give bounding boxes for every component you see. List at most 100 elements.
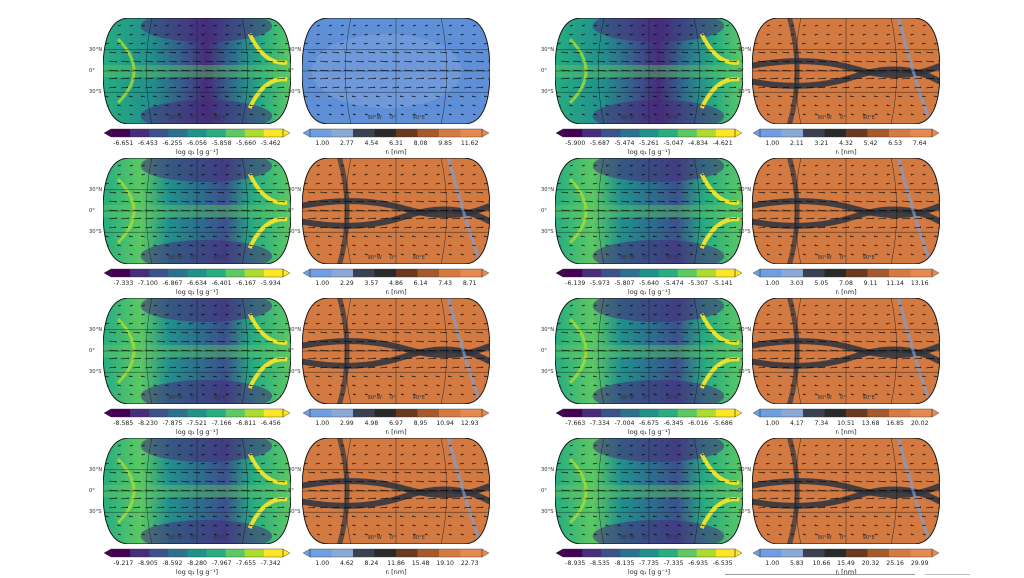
colorbar-tick-label: -5.474 (614, 140, 634, 147)
colorbar-tick-label: 11.14 (886, 280, 904, 287)
colorbar-tick-label: -6.651 (113, 140, 133, 147)
longitude-label: 90°E (863, 535, 875, 541)
colorbar-tick-label: -5.141 (713, 280, 733, 287)
map-field (555, 438, 743, 544)
particle-radius-map-r4-c4 (752, 438, 940, 544)
longitude-label: 0° (643, 395, 649, 401)
longitude-label: 90°W (367, 255, 381, 261)
longitude-label: 90°W (168, 255, 182, 261)
latitude-label: 30°S (288, 369, 301, 375)
latitude-label: 0° (738, 348, 744, 354)
mixing-ratio-colorbar-r4-c1: -9.217-8.905-8.592-8.280-7.967-7.655-7.3… (103, 548, 291, 578)
colorbar-tick-label: 1.00 (315, 560, 329, 567)
colorbar-tick-label: -5.973 (590, 280, 610, 287)
colorbar-label-radius: rₗ [nm] (752, 148, 940, 156)
latitude-label: 30°S (738, 89, 751, 95)
map-field (752, 438, 940, 544)
colorbar-tick-label: 9.11 (864, 280, 878, 287)
colorbar-tick-label: 7.34 (815, 420, 829, 427)
longitude-label: 90°E (214, 115, 226, 121)
colorbar-tick-label: 1.00 (315, 140, 329, 147)
mixing-ratio-colorbar-r1-c1: -6.651-6.453-6.255-6.056-5.858-5.660-5.4… (103, 128, 291, 158)
latitude-label: 30°S (541, 509, 554, 515)
colorbar-tick-label: 19.10 (436, 560, 454, 567)
latitude-label: 30°N (738, 187, 751, 193)
longitude-label: 0° (840, 115, 846, 121)
colorbar-tick-label: 11.86 (387, 560, 405, 567)
longitude-label: 90°E (214, 395, 226, 401)
colorbar-tick-label: -6.453 (138, 140, 158, 147)
mixing-ratio-colorbar-r2-c1: -7.333-7.100-6.867-6.634-6.401-6.167-5.9… (103, 268, 291, 298)
colorbar-tick-label: -7.521 (187, 420, 207, 427)
colorbar-tick-label: -5.807 (614, 280, 634, 287)
colorbar-tick-label: 8.71 (463, 280, 477, 287)
latitude-label: 0° (541, 68, 547, 74)
particle-radius-map-r3-c4 (752, 298, 940, 404)
colorbar-tick-label: 4.62 (340, 560, 354, 567)
map-svg (752, 298, 940, 404)
latitude-label: 30°S (738, 509, 751, 515)
colorbar-tick-label: 8.24 (365, 560, 379, 567)
colorbar-tick-label: 20.02 (911, 420, 929, 427)
colorbar-tick-label: 1.00 (315, 420, 329, 427)
map-svg (103, 298, 291, 404)
colorbar-tick-label: -5.660 (236, 140, 256, 147)
colorbar-tick-label: 4.54 (365, 140, 379, 147)
colorbar-tick-label: 1.00 (765, 560, 779, 567)
colorbar-tick-label: -7.663 (565, 420, 585, 427)
colorbar-tick-label: -6.634 (187, 280, 207, 287)
map-field (103, 298, 291, 404)
latitude-label: 30°N (288, 47, 301, 53)
latitude-label: 30°N (738, 327, 751, 333)
map-svg (752, 438, 940, 544)
colorbar-tick-label: -6.056 (187, 140, 207, 147)
colorbar-tick-label: 4.98 (365, 420, 379, 427)
latitude-label: 30°S (541, 89, 554, 95)
colorbar-tick-label: -8.585 (113, 420, 133, 427)
colorbar-tick-label: -5.687 (590, 140, 610, 147)
colorbar-tick-label: -7.735 (639, 560, 659, 567)
latitude-label: 0° (738, 208, 744, 214)
latitude-label: 30°S (541, 229, 554, 235)
colorbar-tick-label: -8.230 (138, 420, 158, 427)
longitude-label: 90°W (620, 255, 634, 261)
latitude-label: 30°N (89, 327, 102, 333)
latitude-label: 0° (288, 488, 294, 494)
latitude-label: 0° (89, 68, 95, 74)
latitude-label: 0° (541, 488, 547, 494)
particle-radius-map-r2-c4 (752, 158, 940, 264)
mixing-ratio-colorbar-r4-c3: -8.935-8.535-8.135-7.735-7.335-6.935-6.5… (555, 548, 743, 578)
longitude-label: 0° (191, 255, 197, 261)
colorbar-tick-label: -7.333 (113, 280, 133, 287)
map-field (103, 158, 291, 264)
colorbar-tick-label: 8.95 (414, 420, 428, 427)
colorbar-tick-label: -7.335 (664, 560, 684, 567)
longitude-label: 90°E (863, 255, 875, 261)
colorbar-tick-label: -7.655 (236, 560, 256, 567)
mixing-ratio-map-r3-c1 (103, 298, 291, 404)
colorbar-label-mixing-ratio: log q₁ [g g⁻¹] (555, 148, 743, 156)
mixing-ratio-map-r3-c3 (555, 298, 743, 404)
colorbar-tick-label: -7.334 (590, 420, 610, 427)
longitude-label: 90°E (666, 115, 678, 121)
map-field (752, 158, 940, 264)
colorbar-tick-label: 8.08 (414, 140, 428, 147)
latitude-label: 0° (288, 348, 294, 354)
longitude-label: 0° (390, 395, 396, 401)
latitude-label: 0° (89, 488, 95, 494)
colorbar-tick-label: 1.00 (765, 420, 779, 427)
colorbar-label-radius: rₗ [nm] (302, 148, 490, 156)
colorbar-tick-label: 7.64 (913, 140, 927, 147)
latitude-label: 30°N (541, 187, 554, 193)
colorbar-tick-label: 12.93 (461, 420, 479, 427)
longitude-label: 90°W (168, 115, 182, 121)
footer-rule-short (925, 574, 970, 575)
longitude-label: 90°W (168, 395, 182, 401)
colorbar-tick-label: 29.99 (911, 560, 929, 567)
latitude-label: 0° (541, 348, 547, 354)
colorbar-tick-label: -7.166 (212, 420, 232, 427)
map-field (555, 18, 743, 124)
latitude-label: 30°S (89, 369, 102, 375)
colorbar-tick-label: 3.57 (365, 280, 379, 287)
